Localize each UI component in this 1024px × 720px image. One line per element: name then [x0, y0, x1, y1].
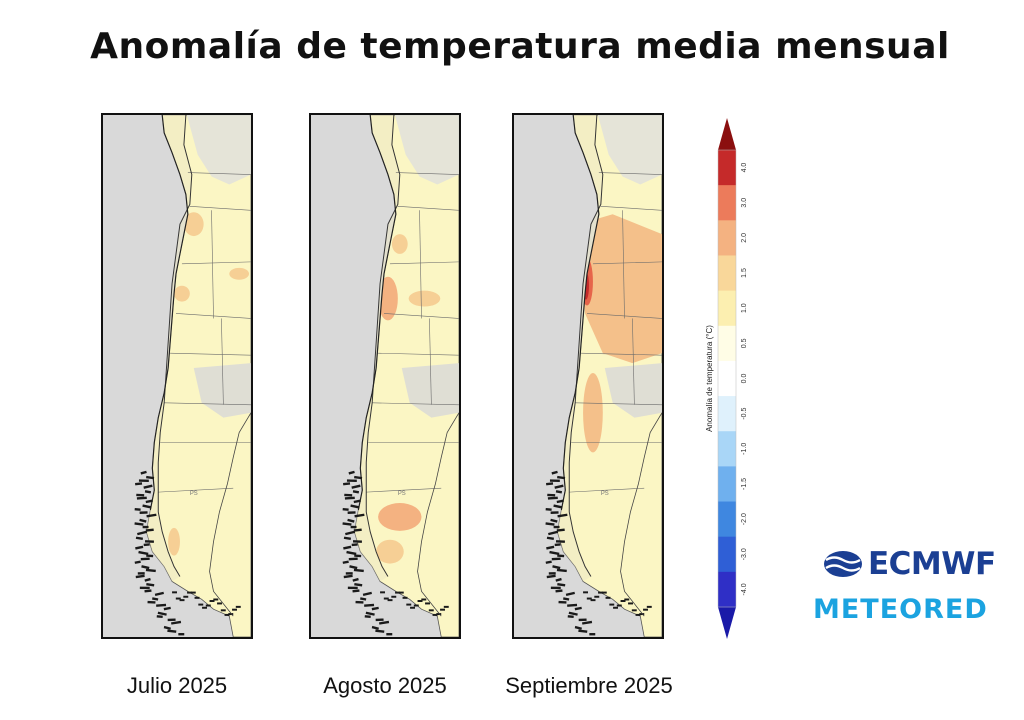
colorbar-tick-label: -1.0	[741, 443, 748, 455]
caption-august: Agosto 2025	[323, 673, 447, 698]
border-line	[568, 115, 604, 577]
border-line	[365, 115, 401, 577]
ecmwf-logo-text: ECMWF	[868, 546, 996, 582]
caption-july: Julio 2025	[126, 673, 228, 698]
map-panel-july: PS	[101, 113, 253, 639]
colorbar-tick-label: -3.0	[741, 548, 748, 560]
fjord-islands	[545, 470, 652, 636]
colorbar-segment	[718, 255, 736, 292]
colorbar-segment	[718, 571, 736, 608]
meteored-logo: METEORED	[813, 594, 988, 625]
colorbar-arrow-low	[718, 607, 736, 639]
coastline	[149, 115, 189, 511]
colorbar-tick-label: 3.0	[741, 198, 748, 208]
map-svg: PS	[103, 115, 251, 637]
map-panel-september: PS	[512, 113, 664, 639]
border-line	[157, 115, 193, 577]
map-svg: PS	[311, 115, 459, 637]
colorbar-tick-label: 1.5	[741, 268, 748, 278]
map-label: PS	[398, 491, 406, 497]
ecmwf-emblem-icon	[824, 551, 862, 577]
colorbar-tick-label: -0.5	[741, 408, 748, 420]
caption-september: Septiembre 2025	[505, 673, 673, 698]
colorbar-tick-label: -4.0	[741, 583, 748, 595]
colorbar-segment	[718, 396, 736, 432]
colorbar-segment	[718, 536, 736, 573]
fjord-islands	[342, 470, 449, 636]
colorbar-tick-label: 0.0	[741, 374, 748, 384]
colorbar-arrow-high	[718, 118, 736, 150]
colorbar-segment	[718, 220, 736, 256]
map-panel-august: PS	[309, 113, 461, 639]
coastline	[560, 115, 600, 511]
colorbar-segment	[718, 360, 736, 397]
colorbar-label: Anomalía de temperatura (°C)	[705, 325, 714, 432]
colorbar-segment	[718, 185, 736, 221]
colorbar-segment	[718, 325, 736, 362]
colorbar-segment	[718, 466, 736, 503]
colorbar-tick-label: -1.5	[741, 478, 748, 490]
colorbar-tick-label: 2.0	[741, 233, 748, 243]
page-title: Anomalía de temperatura media mensual	[90, 26, 950, 67]
colorbar-segment	[718, 150, 736, 186]
colorbar-segment	[718, 431, 736, 467]
colorbar-tick-label: -2.0	[741, 513, 748, 525]
colorbar: -4.0 -3.0 -2.0 -1.5 -1.0 -0.5 0.0 0.5 1.0 1.5 2.0 3…	[690, 112, 770, 642]
colorbar-tick-label: 1.0	[741, 303, 748, 313]
fjord-islands	[134, 470, 241, 636]
map-label: PS	[190, 491, 198, 497]
coastline	[357, 115, 397, 511]
colorbar-segment	[718, 501, 736, 538]
colorbar-tick-label: 4.0	[741, 163, 748, 173]
colorbar-segment	[718, 290, 736, 327]
colorbar-tick-label: 0.5	[741, 338, 748, 348]
map-label: PS	[601, 491, 609, 497]
map-svg: PS	[514, 115, 662, 637]
ecmwf-logo: ECMWF	[822, 546, 996, 582]
